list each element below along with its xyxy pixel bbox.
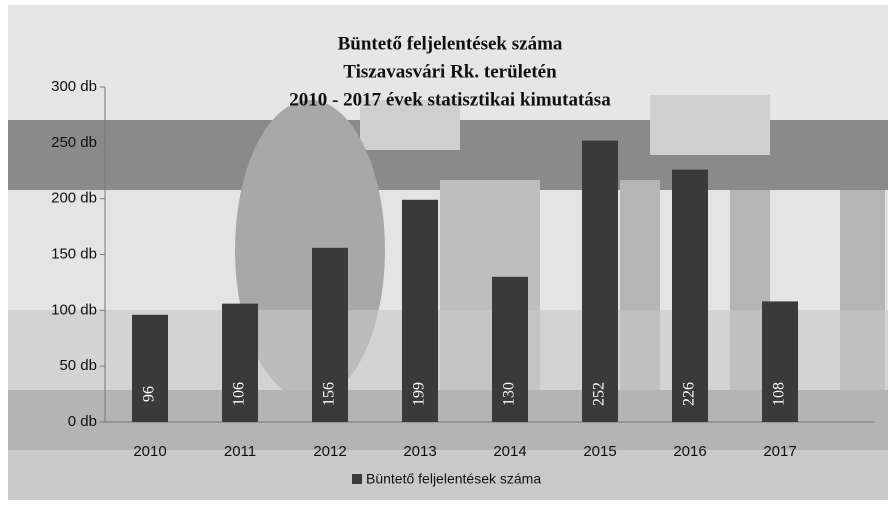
data-label: 130 — [501, 382, 518, 406]
y-tick-label: 300 db — [51, 78, 97, 95]
bar — [312, 247, 348, 422]
x-tick-label: 2017 — [763, 443, 796, 460]
data-label: 106 — [231, 382, 248, 406]
legend-label: Büntető feljelentések száma — [366, 471, 541, 487]
bar — [672, 169, 708, 422]
data-label: 252 — [591, 382, 608, 406]
y-tick-label: 250 db — [51, 134, 97, 151]
data-label: 96 — [141, 386, 158, 402]
bar — [762, 301, 798, 422]
chart-title: Büntető feljelentések száma — [338, 33, 563, 54]
y-tick-label: 100 db — [51, 301, 97, 318]
data-label: 226 — [681, 382, 698, 406]
x-tick-label: 2015 — [583, 443, 616, 460]
legend-swatch — [352, 474, 362, 484]
x-tick-label: 2011 — [224, 443, 256, 460]
bar — [222, 303, 258, 422]
x-tick-label: 2010 — [133, 443, 166, 460]
y-tick-label: 150 db — [51, 245, 97, 262]
background — [8, 5, 888, 500]
chart-title: Tiszavasvári Rk. területén — [343, 61, 557, 82]
chart-title: 2010 - 2017 évek statisztikai kimutatása — [289, 89, 611, 110]
bar — [492, 276, 528, 422]
y-tick-label: 0 db — [68, 413, 97, 430]
y-tick-label: 200 db — [51, 190, 97, 207]
data-label: 199 — [411, 382, 428, 406]
bar — [132, 314, 168, 422]
x-tick-label: 2013 — [403, 443, 436, 460]
x-tick-label: 2016 — [673, 443, 706, 460]
bar — [582, 140, 618, 422]
y-tick-label: 50 db — [59, 357, 97, 374]
data-label: 108 — [771, 382, 788, 406]
x-tick-label: 2012 — [313, 443, 346, 460]
data-label: 156 — [321, 382, 338, 406]
bar — [402, 199, 438, 422]
x-tick-label: 2014 — [493, 443, 526, 460]
